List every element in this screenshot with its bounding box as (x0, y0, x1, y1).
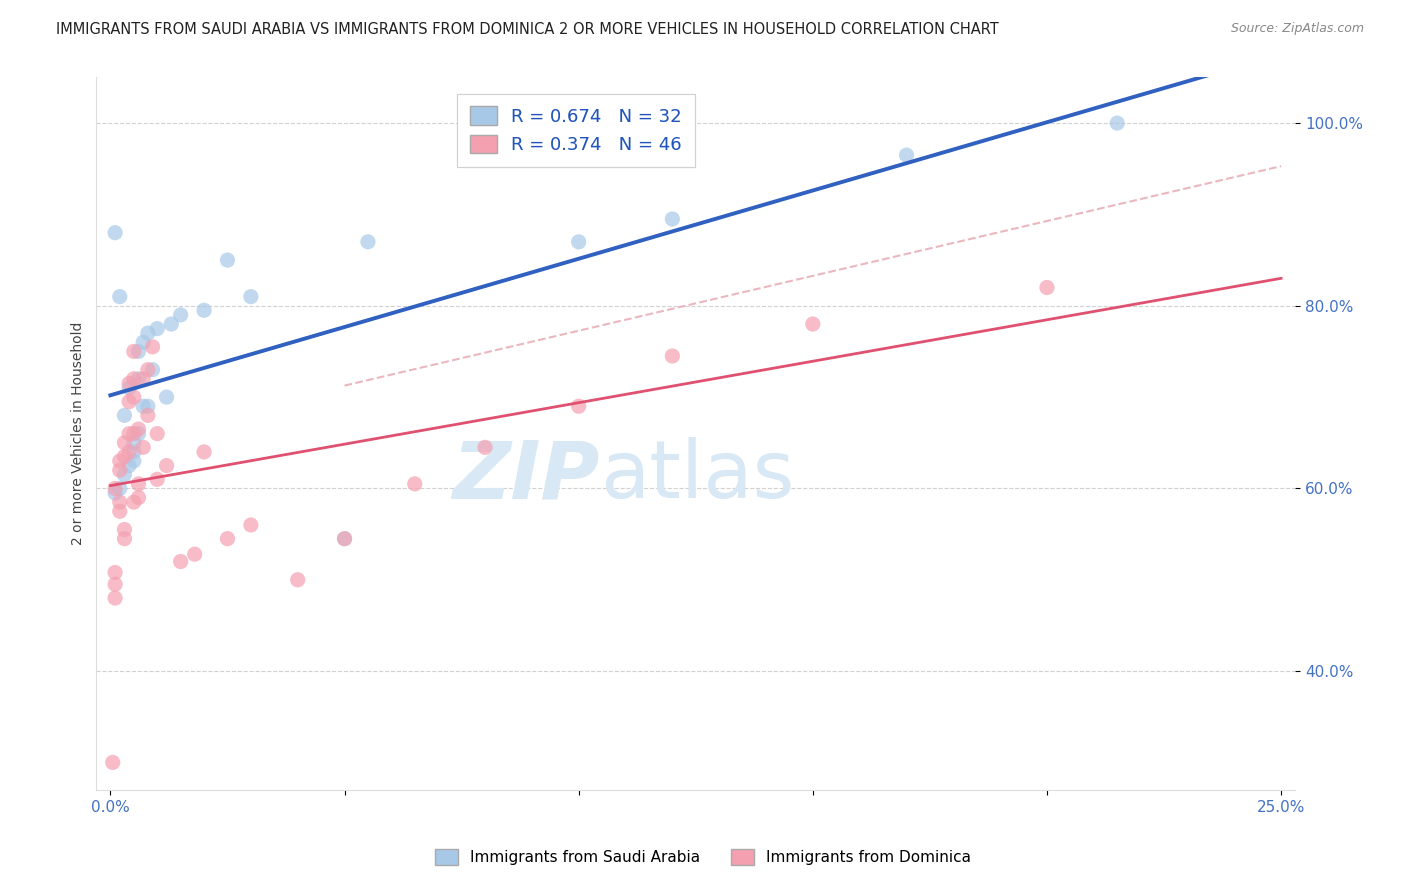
Point (122, 495, 145, 509)
Point (104, 482, 127, 496)
Point (146, 321, 169, 335)
Point (568, 399, 591, 413)
Point (136, 326, 159, 341)
Point (104, 577, 127, 591)
Point (146, 472, 169, 486)
Point (160, 317, 183, 331)
Point (118, 426, 141, 441)
Point (287, 573, 309, 587)
Text: atlas: atlas (600, 437, 794, 516)
Point (193, 445, 215, 459)
Text: Source: ZipAtlas.com: Source: ZipAtlas.com (1230, 22, 1364, 36)
Point (122, 426, 145, 441)
Point (104, 226, 127, 240)
Point (132, 399, 155, 413)
Point (239, 290, 262, 304)
Point (333, 532, 356, 546)
Point (333, 532, 356, 546)
Point (122, 445, 145, 459)
Point (357, 235, 380, 249)
Point (141, 340, 163, 354)
Point (217, 253, 239, 268)
Point (128, 422, 150, 436)
Point (193, 303, 215, 318)
Point (128, 476, 150, 491)
Point (114, 409, 136, 423)
Point (108, 495, 131, 509)
Point (122, 435, 145, 450)
Point (118, 458, 141, 473)
Point (114, 467, 136, 482)
Point (217, 532, 239, 546)
Point (132, 441, 155, 455)
Point (118, 445, 141, 459)
Point (136, 409, 159, 423)
Point (122, 390, 145, 404)
Point (108, 482, 131, 496)
Point (108, 504, 131, 518)
Point (155, 458, 177, 473)
Point (128, 426, 150, 441)
Point (239, 518, 262, 533)
Point (122, 454, 145, 468)
Point (101, 756, 124, 770)
Point (801, 317, 824, 331)
Point (118, 376, 141, 391)
Point (122, 372, 145, 386)
Point (128, 372, 150, 386)
Point (132, 372, 155, 386)
Point (118, 394, 141, 409)
Point (114, 523, 136, 537)
Point (136, 399, 159, 413)
Point (108, 454, 131, 468)
Point (108, 290, 131, 304)
Point (404, 476, 426, 491)
Point (114, 532, 136, 546)
Point (114, 435, 136, 450)
Point (155, 390, 177, 404)
Point (141, 362, 163, 376)
Point (118, 381, 141, 395)
Point (128, 491, 150, 505)
Point (122, 344, 145, 359)
Point (661, 349, 683, 363)
Point (896, 148, 918, 162)
Point (183, 547, 205, 561)
Point (568, 235, 591, 249)
Point (108, 463, 131, 477)
Point (104, 591, 127, 605)
Point (104, 566, 127, 580)
Point (128, 344, 150, 359)
Y-axis label: 2 or more Vehicles in Household: 2 or more Vehicles in Household (72, 322, 86, 545)
Legend: Immigrants from Saudi Arabia, Immigrants from Dominica: Immigrants from Saudi Arabia, Immigrants… (429, 843, 977, 871)
Point (474, 441, 496, 455)
Point (1036, 280, 1059, 294)
Point (169, 308, 191, 322)
Point (114, 450, 136, 464)
Text: ZIP: ZIP (453, 437, 600, 516)
Text: IMMIGRANTS FROM SAUDI ARABIA VS IMMIGRANTS FROM DOMINICA 2 OR MORE VEHICLES IN H: IMMIGRANTS FROM SAUDI ARABIA VS IMMIGRAN… (56, 22, 1000, 37)
Point (104, 486, 127, 500)
Point (132, 335, 155, 350)
Point (169, 554, 191, 568)
Legend: R = 0.674   N = 32, R = 0.374   N = 46: R = 0.674 N = 32, R = 0.374 N = 46 (457, 94, 695, 167)
Point (1107, 116, 1129, 130)
Point (136, 362, 159, 376)
Point (146, 426, 169, 441)
Point (661, 212, 683, 227)
